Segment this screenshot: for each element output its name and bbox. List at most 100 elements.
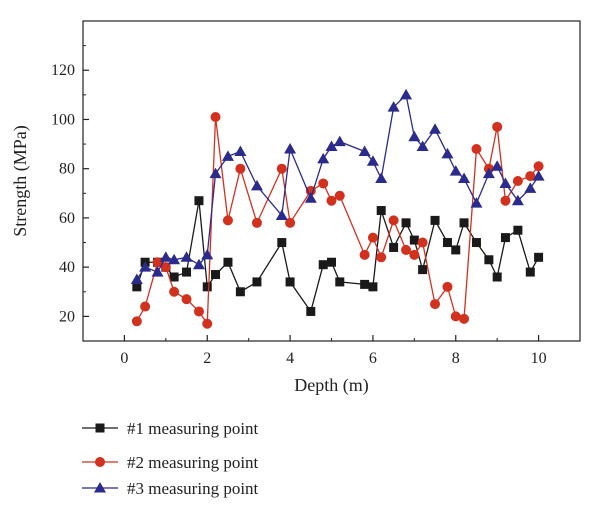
data-point (285, 277, 295, 287)
data-point (131, 316, 142, 327)
data-point (223, 257, 233, 267)
data-point (234, 145, 247, 156)
data-point (533, 161, 544, 172)
y-tick-label: 20 (59, 308, 75, 325)
data-point (492, 121, 503, 132)
data-point (327, 257, 336, 267)
legend-item-1: #1 measuring point (82, 419, 259, 438)
data-point (276, 163, 287, 174)
data-point (442, 238, 452, 248)
data-point (192, 258, 205, 270)
y-tick-label: 60 (59, 210, 75, 227)
data-point (499, 177, 512, 188)
x-tick-label: 8 (452, 350, 460, 367)
data-point (387, 101, 400, 112)
data-point (182, 267, 192, 277)
data-point (401, 244, 412, 255)
data-point (151, 266, 164, 277)
data-point (511, 194, 524, 206)
series-2 (131, 112, 544, 329)
data-point (441, 147, 454, 159)
x-tick-label: 0 (120, 350, 128, 367)
data-point (140, 301, 151, 312)
x-tick-label: 4 (286, 350, 294, 367)
data-point (459, 313, 470, 324)
data-point (201, 248, 214, 260)
data-point (285, 217, 296, 228)
data-point (430, 299, 441, 310)
data-point (408, 130, 421, 142)
x-tick-label: 10 (531, 350, 547, 367)
data-point (491, 160, 504, 171)
y-axis-title: Strength (MPa) (10, 125, 31, 237)
y-tick-label: 100 (51, 111, 75, 128)
data-point (430, 215, 440, 225)
data-point (277, 238, 287, 248)
data-point (418, 265, 428, 275)
data-point (366, 155, 379, 166)
legend-marker (94, 482, 106, 493)
data-point (168, 253, 181, 265)
data-point (471, 144, 482, 154)
data-point (251, 217, 262, 228)
legend-item-3: #3 measuring point (82, 479, 259, 498)
legend-marker (95, 457, 105, 467)
data-point (525, 171, 536, 182)
legend-label: #2 measuring point (127, 453, 259, 472)
data-point (159, 251, 172, 262)
data-point (442, 281, 453, 292)
data-point (169, 286, 180, 297)
y-tick-label: 80 (59, 161, 75, 178)
data-point (484, 255, 494, 265)
legend-label: #1 measuring point (127, 419, 259, 438)
data-point (375, 172, 388, 184)
data-point (139, 261, 152, 272)
x-tick-label: 6 (369, 350, 377, 367)
data-point (202, 318, 213, 329)
data-point (358, 145, 371, 156)
data-point (306, 306, 316, 316)
data-point (512, 176, 523, 186)
data-point (409, 249, 420, 260)
data-point (400, 88, 413, 100)
data-point (160, 262, 171, 273)
data-point (221, 150, 234, 161)
data-point (235, 163, 246, 174)
data-point (318, 178, 329, 189)
data-point (376, 252, 387, 263)
data-point (152, 257, 163, 268)
series-layer (130, 88, 545, 329)
data-point (459, 218, 469, 228)
data-point (471, 238, 481, 248)
y-tick-label: 40 (59, 259, 75, 276)
data-point (325, 140, 338, 152)
data-point (194, 196, 204, 206)
data-point (334, 190, 345, 201)
data-point (222, 215, 233, 226)
data-point (534, 252, 544, 262)
data-point (181, 294, 192, 305)
data-point (132, 282, 142, 292)
data-point (513, 225, 523, 235)
data-point (180, 251, 193, 262)
data-point (318, 260, 328, 270)
data-point (367, 232, 378, 243)
data-point (532, 170, 545, 181)
data-point (130, 273, 143, 284)
data-point (451, 245, 461, 255)
data-point (500, 233, 510, 243)
data-point (417, 237, 428, 248)
data-point (275, 209, 288, 220)
data-point (360, 279, 370, 289)
axes: 0 2 4 6 8 10 20 40 60 80 100 120 (51, 20, 581, 367)
data-point (317, 152, 330, 164)
data-point (429, 123, 442, 134)
data-point (335, 277, 345, 287)
data-point (409, 235, 419, 245)
data-point (209, 167, 222, 179)
x-tick-label: 2 (203, 350, 211, 367)
data-point (389, 242, 399, 252)
data-point (524, 182, 537, 193)
data-point (492, 272, 502, 282)
